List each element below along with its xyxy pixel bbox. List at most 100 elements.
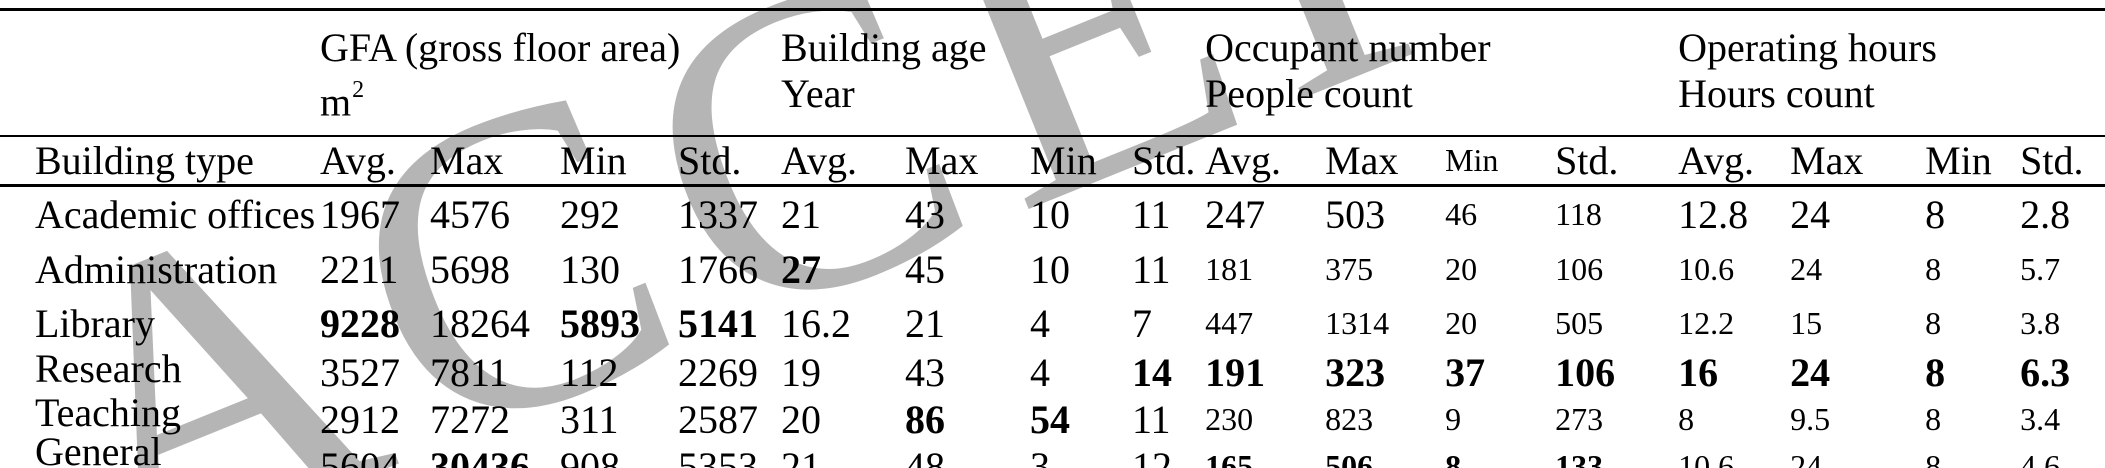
cell-r5c2: 908 <box>552 443 670 468</box>
table-row-5: General 5604 30436 908 5353 21 48 3 12 165 506 8 133… <box>0 429 2105 468</box>
group-gfa-unit: m2 <box>320 71 773 125</box>
group-building-age: Building age Year <box>773 9 1198 137</box>
cell-r0c0: 1967 <box>320 192 400 237</box>
cell-r0c4: 21 <box>781 192 822 237</box>
cell-r5c8: 165 <box>1197 443 1318 468</box>
cell-r2c3: 5141 <box>678 300 758 346</box>
cell-r2c14: 8 <box>1925 304 1942 341</box>
cell-r4c1: 7272 <box>430 397 510 442</box>
col-header-min-10: Min <box>1437 136 1548 187</box>
cell-r1c7: 11 <box>1132 247 1171 292</box>
col-header-std-3: Std. <box>670 136 774 187</box>
row-label: General <box>35 429 162 468</box>
cell-r3c5: 43 <box>905 350 946 395</box>
col-header-max-13: Max <box>1782 136 1918 187</box>
cell-r5c4: 21 <box>773 443 898 468</box>
cell-r3c15: 6.3 <box>2020 350 2071 395</box>
cell-r3c1: 7811 <box>430 350 509 395</box>
group-gfa-title: GFA (gross floor area) <box>320 25 681 70</box>
cell-r2c13: 15 <box>1790 304 1823 341</box>
cell-r3c8: 191 <box>1205 350 1266 395</box>
group-gfa-unit-sup: 2 <box>352 77 365 103</box>
cell-r2c2: 5893 <box>560 300 640 346</box>
cell-r3c10: 37 <box>1445 350 1486 395</box>
group-occupant-number: Occupant number People count <box>1197 9 1671 137</box>
cell-r1c0: 2211 <box>320 247 399 292</box>
col-header-max-9: Max <box>1317 136 1438 187</box>
cell-r0c3: 1337 <box>678 192 758 237</box>
col-header-min-6: Min <box>1022 136 1125 187</box>
cell-r3c11: 106 <box>1555 350 1616 395</box>
cell-r3c4: 19 <box>781 350 822 395</box>
cell-r5c11: 133 <box>1547 443 1671 468</box>
row-label: Administration <box>35 247 278 292</box>
cell-r4c12: 8 <box>1678 401 1695 437</box>
cell-r4c15: 3.4 <box>2020 401 2061 437</box>
row-label-cell: Library <box>0 297 312 349</box>
col-header-max-5: Max <box>897 136 1023 187</box>
cell-r4c11: 273 <box>1555 401 1604 437</box>
cell-r1c3: 1766 <box>678 247 758 292</box>
cell-r5c10: 8 <box>1437 443 1548 468</box>
cell-r2c9: 1314 <box>1325 304 1390 341</box>
group-gfa: GFA (gross floor area) m2 <box>312 9 774 137</box>
col-header-avg-4: Avg. <box>773 136 898 187</box>
cell-r0c10: 46 <box>1445 196 1478 232</box>
cell-r4c2: 311 <box>560 397 619 442</box>
cell-r0c12: 12.8 <box>1678 192 1749 237</box>
row-label-cell: Academic offices <box>0 186 315 243</box>
row-label-cell: General <box>0 429 312 468</box>
cell-r2c10: 20 <box>1445 304 1478 341</box>
cell-r3c9: 323 <box>1325 350 1386 395</box>
cell-r0c13: 24 <box>1790 192 1831 237</box>
cell-r3c6: 4 <box>1030 350 1051 395</box>
cell-r1c13: 24 <box>1790 251 1823 287</box>
col-header-max-1: Max <box>422 136 552 187</box>
group-operating-hours-title: Operating hours <box>1678 25 1937 70</box>
cell-r2c0: 9228 <box>320 300 400 346</box>
cell-r4c4: 20 <box>781 397 822 442</box>
cell-r3c2: 112 <box>560 350 619 395</box>
col-header-std-11: Std. <box>1547 136 1671 187</box>
cell-r1c15: 5.7 <box>2020 251 2061 287</box>
cell-r0c15: 2.8 <box>2020 192 2071 237</box>
cell-r4c14: 8 <box>1925 401 1942 437</box>
cell-r0c11: 118 <box>1555 196 1602 232</box>
cell-r4c8: 230 <box>1205 401 1254 437</box>
table-row-2: Library 9228 18264 5893 5141 16.2 21 4 7 447 1314 2… <box>0 297 2105 349</box>
cell-r4c3: 2587 <box>678 397 758 442</box>
cell-r3c7: 14 <box>1132 350 1173 395</box>
cell-r4c10: 9 <box>1445 401 1462 437</box>
cell-r0c7: 11 <box>1132 192 1171 237</box>
cell-r3c13: 24 <box>1790 350 1831 395</box>
building-stats-table: GFA (gross floor area) m2 Building age Y… <box>0 8 2105 468</box>
cell-r1c8: 181 <box>1205 251 1254 287</box>
group-operating-hours-unit: Hours count <box>1678 71 1875 116</box>
cell-r4c7: 11 <box>1132 397 1171 442</box>
col-header-std-7: Std. <box>1124 136 1198 187</box>
cell-r2c5: 21 <box>905 300 946 346</box>
building-type-header: Building type <box>0 136 312 187</box>
col-header-std-15: Std. <box>2012 136 2105 187</box>
cell-r4c9: 823 <box>1325 401 1374 437</box>
cell-r2c12: 12.2 <box>1678 304 1735 341</box>
cell-r2c7: 7 <box>1132 300 1153 346</box>
col-header-avg-0: Avg. <box>312 136 422 187</box>
cell-r5c12: 10.6 <box>1670 443 1783 468</box>
cell-r0c5: 43 <box>905 192 946 237</box>
cell-r1c11: 106 <box>1555 251 1604 287</box>
cell-r0c6: 10 <box>1030 192 1071 237</box>
group-building-age-unit: Year <box>781 71 855 116</box>
cell-r2c6: 4 <box>1030 300 1051 346</box>
group-occupant-number-unit: People count <box>1205 71 1413 116</box>
cell-r3c0: 3527 <box>320 350 400 395</box>
cell-r2c1: 18264 <box>430 300 530 346</box>
cell-r2c11: 505 <box>1555 304 1604 341</box>
cell-r1c14: 8 <box>1925 251 1942 287</box>
col-header-avg-12: Avg. <box>1670 136 1783 187</box>
cell-r4c0: 2912 <box>320 397 400 442</box>
row-label: Research <box>35 346 182 391</box>
group-operating-hours: Operating hours Hours count <box>1670 9 2105 137</box>
row-label-cell: Research <box>0 346 312 396</box>
